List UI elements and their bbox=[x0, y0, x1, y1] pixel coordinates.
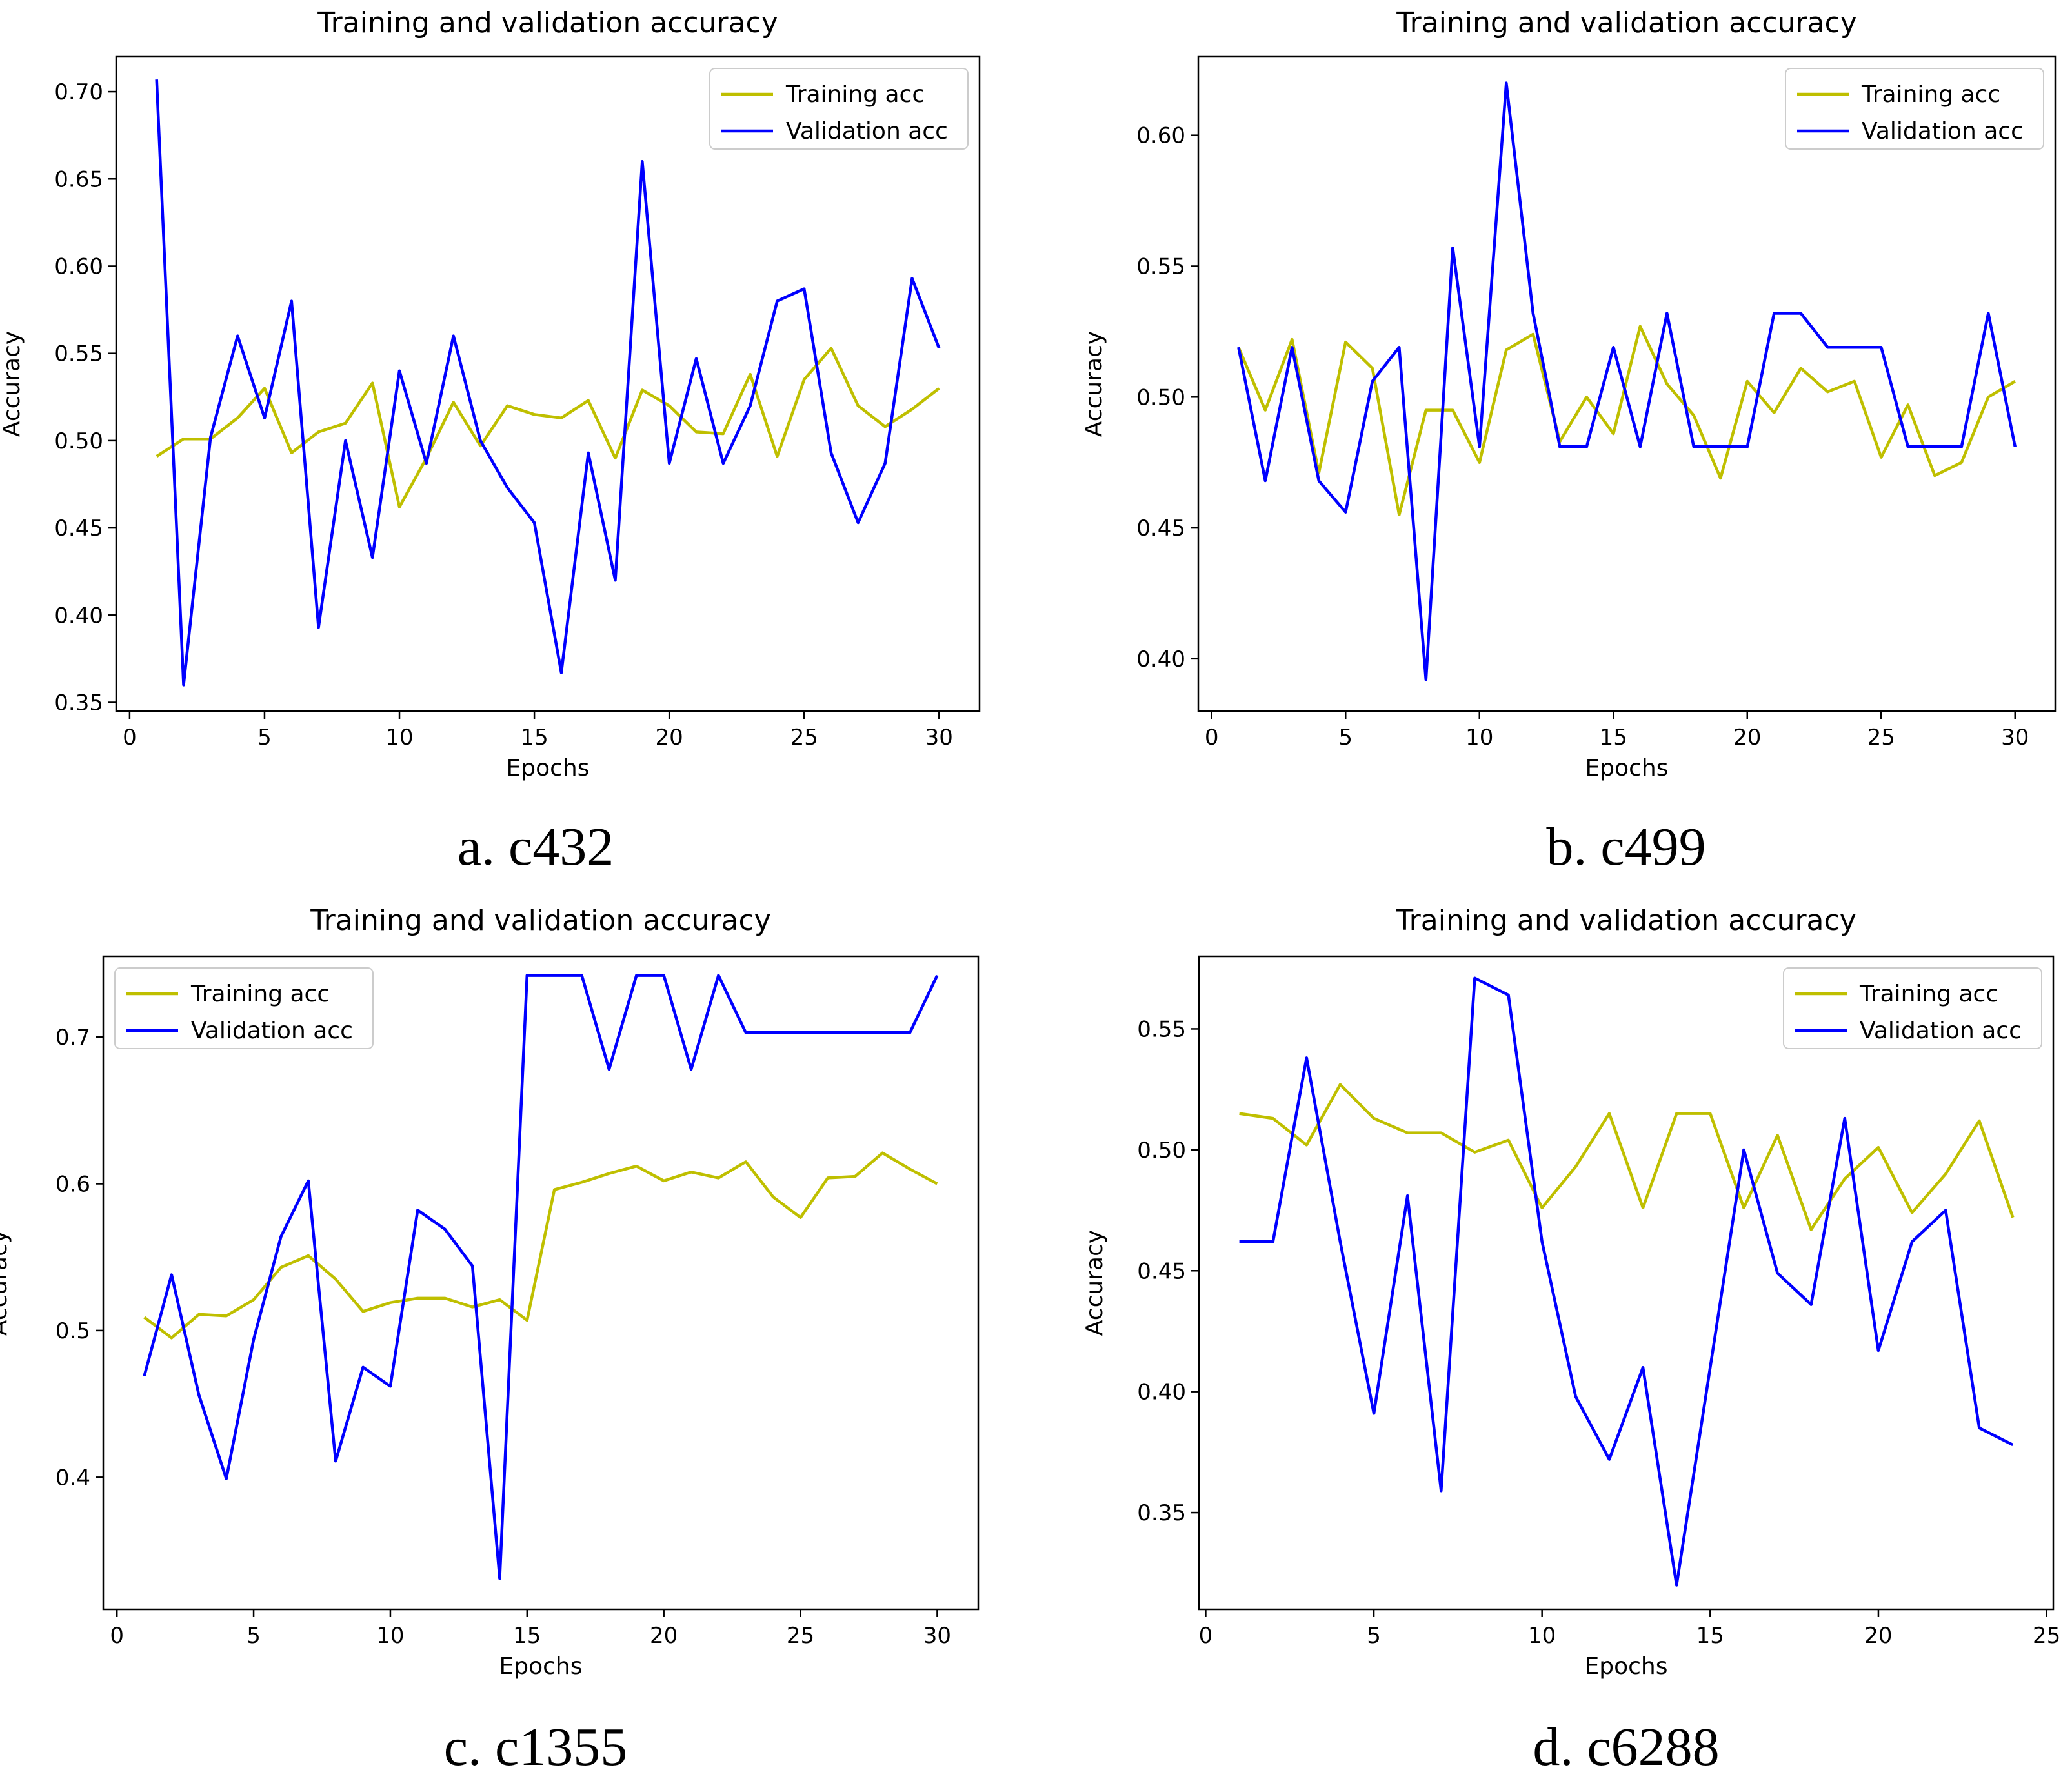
x-tick-label: 25 bbox=[790, 725, 818, 750]
legend-label-validation: Validation acc bbox=[1862, 118, 2024, 145]
y-tick-label: 0.50 bbox=[1136, 385, 1185, 410]
x-tick-label: 0 bbox=[1199, 1623, 1213, 1649]
legend: Training acc Validation acc bbox=[1783, 967, 2042, 1049]
y-axis-label: Accuracy bbox=[0, 1230, 12, 1336]
x-tick-label: 5 bbox=[1338, 725, 1353, 750]
legend: Training acc Validation acc bbox=[114, 967, 374, 1049]
y-tick-label: 0.50 bbox=[1137, 1138, 1186, 1163]
x-tick-label: 5 bbox=[246, 1623, 261, 1649]
legend-box bbox=[114, 967, 374, 1049]
x-tick-label: 30 bbox=[925, 725, 953, 750]
x-tick-label: 0 bbox=[123, 725, 137, 750]
y-tick-label: 0.40 bbox=[1136, 647, 1185, 672]
x-tick-label: 15 bbox=[513, 1623, 541, 1649]
y-tick-label: 0.35 bbox=[54, 690, 103, 716]
x-tick-label: 10 bbox=[376, 1623, 404, 1649]
y-tick-label: 0.40 bbox=[54, 603, 103, 629]
chart-panel-2: Training and validation accuracy 0 5 10 15 20… bbox=[1081, 6, 2057, 877]
y-tick-label: 0.55 bbox=[1136, 254, 1185, 279]
series-line-training bbox=[156, 347, 940, 508]
y-tick-label: 0.40 bbox=[1137, 1380, 1186, 1405]
legend-label-validation: Validation acc bbox=[191, 1018, 353, 1044]
x-tick-label: 25 bbox=[1867, 725, 1895, 750]
chart-panel-1: Training and validation accuracy 0 5 10 15 20… bbox=[0, 6, 981, 877]
x-tick-label: 20 bbox=[1864, 1623, 1892, 1649]
legend-label-training: Training acc bbox=[190, 981, 330, 1007]
legend-box bbox=[1785, 68, 2044, 150]
x-axis-label: Epochs bbox=[507, 755, 590, 781]
x-tick-label: 10 bbox=[1465, 725, 1493, 750]
chart-title: Training and validation accuracy bbox=[317, 6, 778, 39]
x-tick-label: 15 bbox=[520, 725, 548, 750]
chart-title: Training and validation accuracy bbox=[1395, 904, 1856, 937]
y-tick-label: 0.45 bbox=[1137, 1258, 1186, 1284]
x-axis-label: Epochs bbox=[499, 1653, 583, 1680]
series-line-training bbox=[1237, 325, 2016, 517]
legend-box bbox=[1783, 967, 2042, 1049]
legend: Training acc Validation acc bbox=[709, 68, 969, 150]
axes-frame bbox=[102, 955, 980, 1611]
y-tick-label: 0.45 bbox=[54, 516, 103, 541]
panel-caption: b. c499 bbox=[1546, 817, 1705, 877]
y-tick-label: 0.5 bbox=[55, 1318, 90, 1344]
panel-caption: a. c432 bbox=[458, 817, 614, 877]
chart-panel-3: Training and validation accuracy 0 5 10 15 20… bbox=[0, 904, 980, 1777]
x-axis-label: Epochs bbox=[1585, 1653, 1668, 1680]
y-tick-label: 0.60 bbox=[1136, 123, 1185, 149]
legend-box bbox=[709, 68, 969, 150]
y-axis-label: Accuracy bbox=[0, 331, 25, 437]
axes-frame bbox=[1197, 55, 2057, 712]
legend: Training acc Validation acc bbox=[1785, 68, 2044, 150]
y-tick-label: 0.70 bbox=[54, 79, 103, 105]
x-axis-label: Epochs bbox=[1585, 755, 1669, 781]
y-tick-label: 0.60 bbox=[54, 254, 103, 279]
y-tick-label: 0.45 bbox=[1136, 516, 1185, 541]
series-line-validation bbox=[1237, 81, 2017, 681]
x-tick-label: 0 bbox=[110, 1623, 124, 1649]
x-tick-label: 30 bbox=[923, 1623, 951, 1649]
y-tick-label: 0.55 bbox=[1137, 1016, 1186, 1042]
y-axis-label: Accuracy bbox=[1081, 331, 1107, 437]
series-line-validation bbox=[1239, 976, 2014, 1587]
panel-caption: d. c6288 bbox=[1533, 1717, 1719, 1777]
y-tick-label: 0.6 bbox=[55, 1171, 90, 1197]
y-tick-label: 0.50 bbox=[54, 428, 103, 454]
x-tick-label: 20 bbox=[656, 725, 683, 750]
legend-label-training: Training acc bbox=[785, 81, 925, 108]
axes-frame bbox=[115, 55, 981, 712]
series-line-validation bbox=[155, 79, 941, 687]
legend-label-validation: Validation acc bbox=[1860, 1018, 2022, 1044]
chart-title: Training and validation accuracy bbox=[1396, 6, 1857, 39]
axes-frame bbox=[1198, 955, 2055, 1611]
y-axis-label: Accuracy bbox=[1081, 1230, 1108, 1336]
y-tick-label: 0.35 bbox=[1137, 1500, 1186, 1526]
x-tick-label: 25 bbox=[2033, 1623, 2060, 1649]
x-tick-label: 15 bbox=[1696, 1623, 1724, 1649]
legend-label-training: Training acc bbox=[1861, 81, 2000, 108]
legend-label-validation: Validation acc bbox=[786, 118, 948, 145]
x-tick-label: 10 bbox=[1528, 1623, 1556, 1649]
y-tick-label: 0.7 bbox=[55, 1025, 90, 1051]
x-tick-label: 10 bbox=[385, 725, 413, 750]
series-line-training bbox=[1239, 1083, 2015, 1231]
series-line-validation bbox=[143, 974, 939, 1580]
y-tick-label: 0.55 bbox=[54, 341, 103, 367]
y-tick-label: 0.4 bbox=[55, 1465, 90, 1491]
x-tick-label: 30 bbox=[2001, 725, 2029, 750]
series-line-training bbox=[143, 1151, 938, 1340]
chart-title: Training and validation accuracy bbox=[310, 904, 771, 937]
y-tick-label: 0.65 bbox=[54, 166, 103, 192]
x-tick-label: 20 bbox=[1733, 725, 1761, 750]
x-tick-label: 25 bbox=[787, 1623, 814, 1649]
x-tick-label: 0 bbox=[1205, 725, 1219, 750]
legend-label-training: Training acc bbox=[1859, 981, 1998, 1007]
chart-panel-4: Training and validation accuracy 0 5 10 15 20… bbox=[1081, 904, 2060, 1777]
panel-caption: c. c1355 bbox=[444, 1717, 628, 1777]
x-tick-label: 5 bbox=[257, 725, 272, 750]
x-tick-label: 15 bbox=[1600, 725, 1627, 750]
x-tick-label: 5 bbox=[1367, 1623, 1381, 1649]
x-tick-label: 20 bbox=[650, 1623, 678, 1649]
